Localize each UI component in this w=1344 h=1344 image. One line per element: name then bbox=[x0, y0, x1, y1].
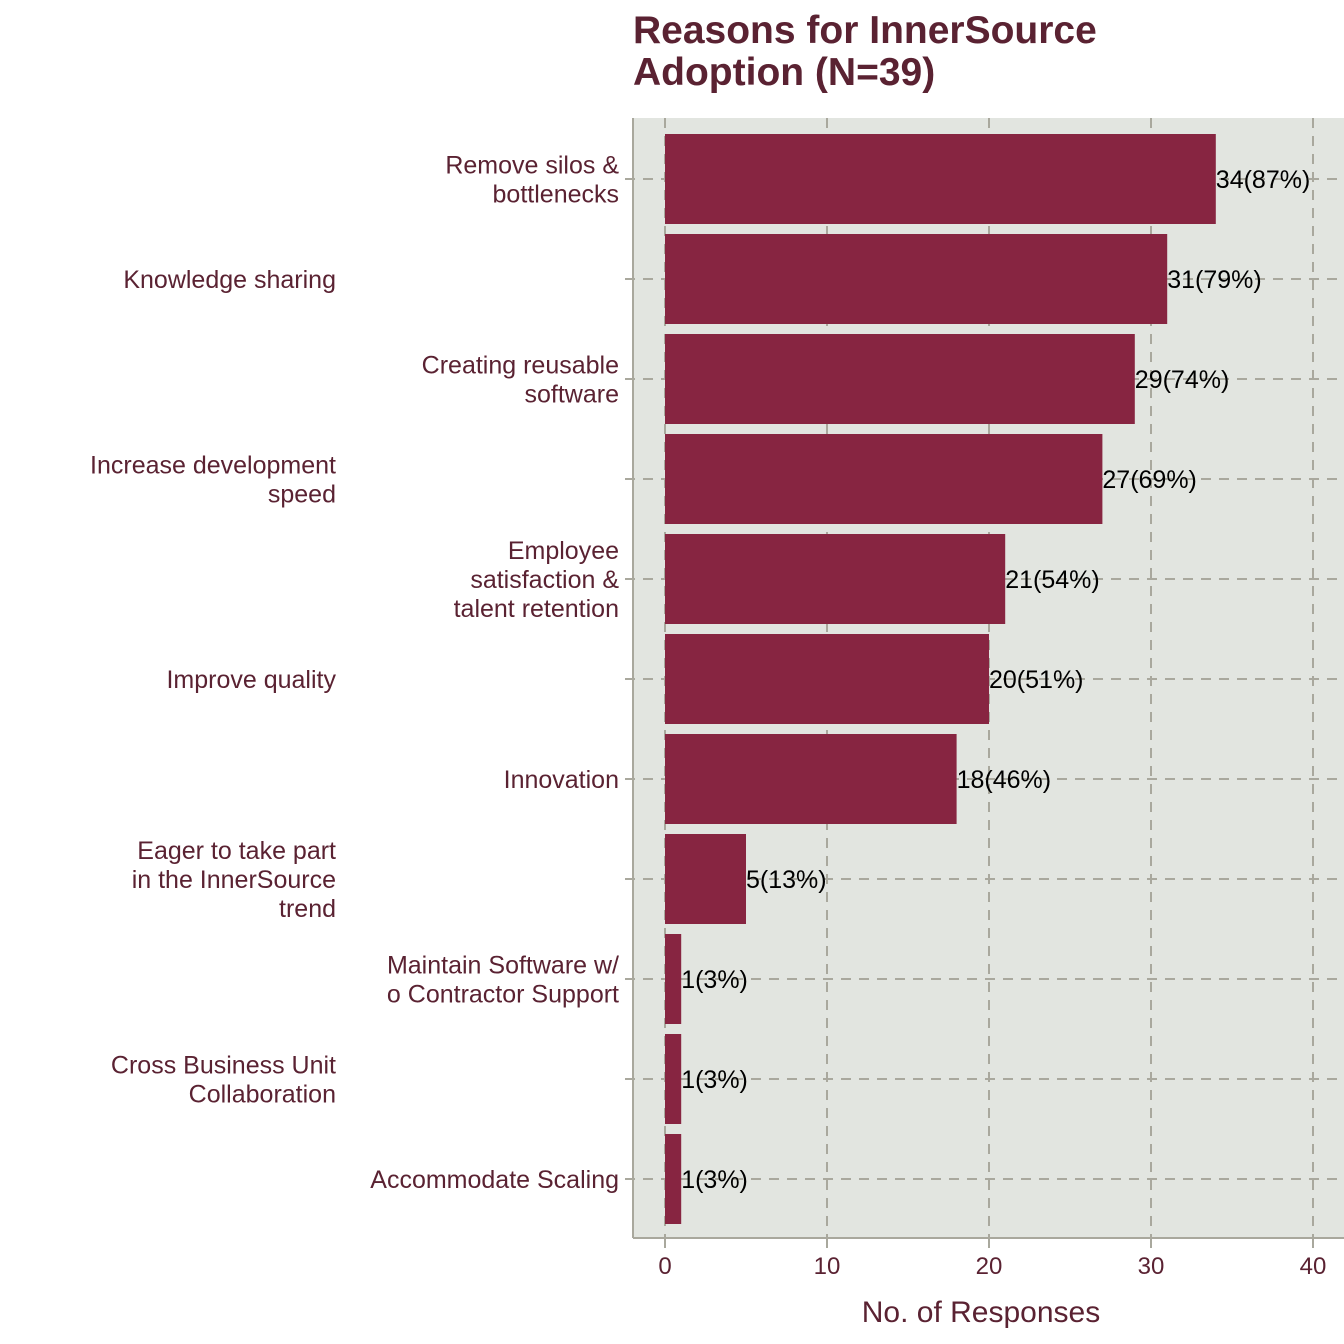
bar bbox=[665, 934, 682, 1024]
bar-value-label: 20(51%) bbox=[989, 666, 1084, 694]
category-label: Increase development speed bbox=[90, 452, 336, 509]
bar bbox=[665, 634, 989, 724]
bar-value-label: 1(3%) bbox=[681, 1166, 748, 1194]
bar bbox=[665, 534, 1006, 624]
bar-value-label: 29(74%) bbox=[1135, 366, 1230, 394]
chart-title-line-2: Adoption (N=39) bbox=[633, 51, 936, 94]
bar bbox=[665, 434, 1103, 524]
x-tick-label: 40 bbox=[1300, 1253, 1327, 1280]
bar bbox=[665, 734, 957, 824]
bar bbox=[665, 334, 1135, 424]
chart-title-line-1: Reasons for InnerSource bbox=[633, 9, 1097, 52]
bar bbox=[665, 1034, 682, 1124]
category-label: Creating reusable software bbox=[422, 352, 619, 409]
category-label: Accommodate Scaling bbox=[370, 1166, 619, 1194]
bar-value-label: 31(79%) bbox=[1167, 266, 1262, 294]
chart-title: Reasons for InnerSource Adoption (N=39) bbox=[633, 10, 1333, 94]
x-tick-label: 30 bbox=[1138, 1253, 1165, 1280]
bar-value-label: 1(3%) bbox=[681, 966, 748, 994]
bar-value-label: 21(54%) bbox=[1005, 566, 1099, 594]
bar-value-label: 5(13%) bbox=[746, 866, 827, 894]
x-axis-ticks: 0 10 20 30 40 bbox=[658, 1238, 1326, 1280]
category-label: Knowledge sharing bbox=[123, 266, 336, 294]
x-tick-label: 20 bbox=[976, 1253, 1003, 1280]
x-tick-label: 0 bbox=[658, 1253, 671, 1280]
bar bbox=[665, 834, 746, 924]
category-label: Eager to take part in the InnerSource tren… bbox=[132, 837, 336, 923]
category-label: Maintain Software w/o Contractor Support bbox=[387, 952, 619, 1009]
category-label: Employee satisfaction & talent retention bbox=[454, 537, 620, 623]
x-tick-label: 10 bbox=[814, 1253, 841, 1280]
category-label: Remove silos & bottlenecks bbox=[445, 152, 619, 209]
x-axis-title: No. of Responses bbox=[862, 1296, 1100, 1329]
bar-value-label: 18(46%) bbox=[957, 766, 1052, 794]
category-label: Improve quality bbox=[166, 666, 336, 694]
bar-value-label: 27(69%) bbox=[1102, 466, 1197, 494]
category-label: Innovation bbox=[504, 766, 619, 794]
bar-value-label: 1(3%) bbox=[681, 1066, 748, 1094]
bar bbox=[665, 134, 1216, 224]
bar-value-label: 34(87%) bbox=[1216, 166, 1311, 194]
bar bbox=[665, 1134, 682, 1224]
category-labels: Remove silos & bottlenecks Knowledge shari… bbox=[90, 152, 619, 1195]
bars: 34(87%) 31(79%) 29(74%) 27(69%) 21(54%) 20(51… bbox=[665, 134, 1310, 1224]
bar bbox=[665, 234, 1168, 324]
category-label: Cross Business Unit Collaboration bbox=[111, 1052, 336, 1109]
